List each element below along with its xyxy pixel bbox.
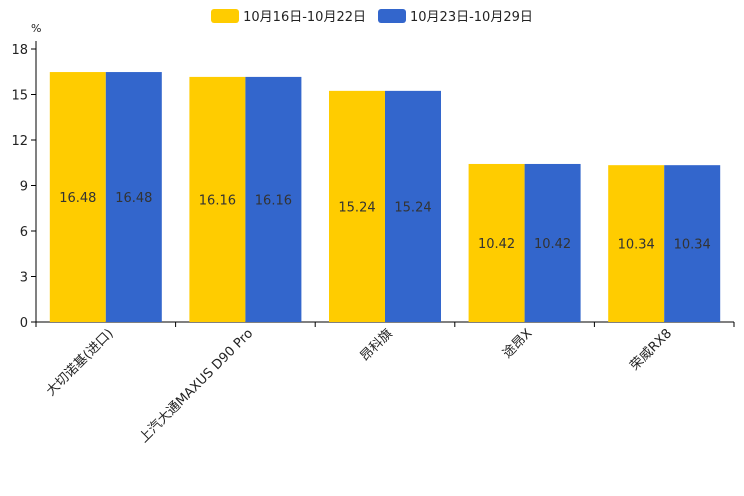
x-tick-label-4: 途昂X [499,325,535,361]
y-tick-label-1: 3 [20,271,28,286]
y-tick-label-5: 15 [11,89,28,104]
bar-s2-c4 [524,163,581,322]
y-tick-label-2: 6 [20,225,28,240]
data-label-s1-c2: 16.16 [199,193,236,208]
y-tick-label-4: 12 [11,134,28,149]
bar-s1-c1 [49,72,106,322]
data-label-s2-c4: 10.42 [534,237,571,252]
bar-s2-c2 [245,76,302,322]
legend-label-series-2: 10月23日-10月29日 [410,10,533,25]
x-tick-label-3: 昂科旗 [357,326,396,365]
bar-s1-c2 [189,76,246,322]
legend-swatch-series-1 [211,8,240,23]
bar-s2-c1 [105,72,162,322]
legend-item-series-2[interactable]: 10月23日-10月29日 [378,6,533,25]
bar-s2-c5 [664,165,721,322]
bar-s1-c4 [468,163,525,322]
x-tick-label-2: 上汽大通MAXUS D90 Pro [137,326,257,446]
data-label-s2-c5: 10.34 [674,238,711,253]
legend: 10月16日-10月22日 10月23日-10月29日 [0,6,744,25]
data-label-s1-c1: 16.48 [59,191,96,206]
y-axis-unit: % [31,22,42,35]
x-tick-label-5: 荣威RX8 [627,326,675,374]
x-tick-label-1: 大切诺基(进口) [44,326,117,399]
legend-item-series-1[interactable]: 10月16日-10月22日 [211,6,366,25]
y-tick-label-6: 18 [11,43,28,58]
bar-s1-c5 [608,165,665,322]
y-tick-label-0: 0 [20,316,28,331]
data-label-s1-c4: 10.42 [478,237,515,252]
data-label-s2-c2: 16.16 [255,193,292,208]
bar-s1-c3 [329,90,385,322]
legend-swatch-series-2 [378,8,406,23]
legend-label-series-1: 10月16日-10月22日 [243,10,366,25]
data-label-s2-c1: 16.48 [115,191,152,206]
data-label-s2-c3: 15.24 [394,200,431,215]
bar-s2-c3 [385,90,441,322]
data-label-s1-c3: 15.24 [338,200,375,215]
y-tick-label-3: 9 [20,180,28,195]
data-label-s1-c5: 10.34 [618,238,655,253]
